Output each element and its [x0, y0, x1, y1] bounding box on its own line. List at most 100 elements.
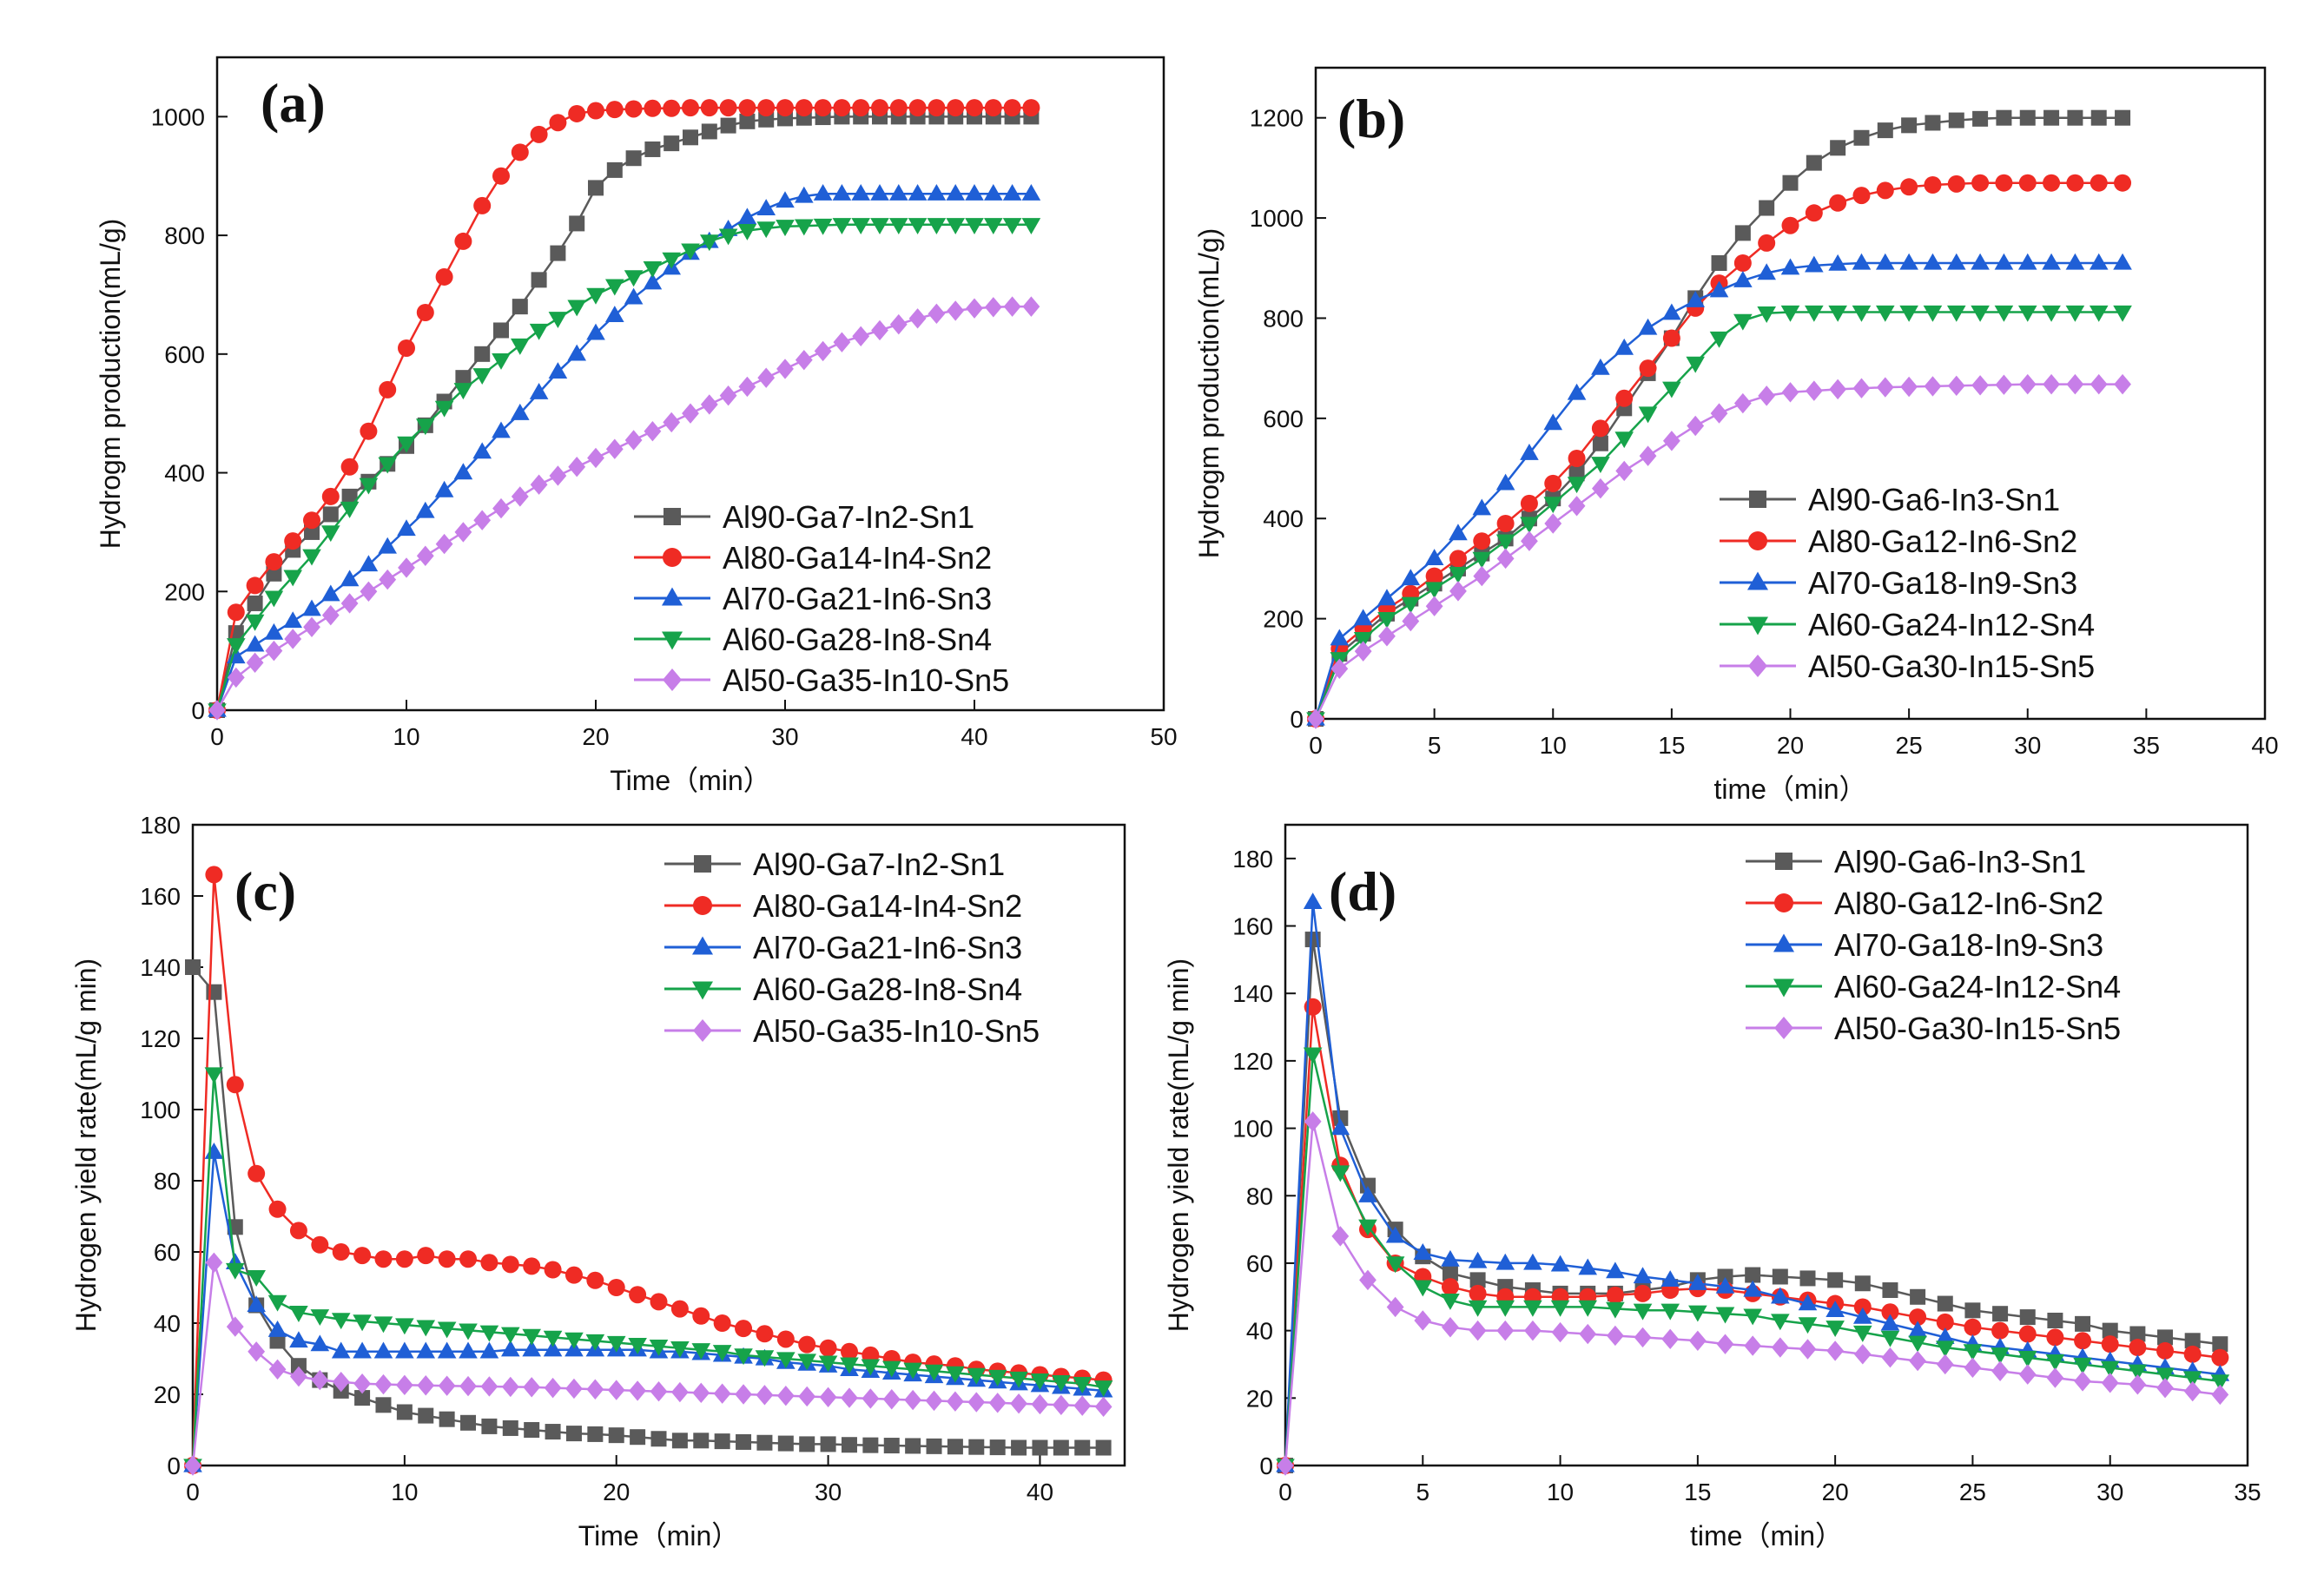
panel-b-data-point: [2115, 109, 2131, 126]
panel-b-data-point: [1449, 567, 1468, 583]
panel-d-data-point: [1468, 1251, 1488, 1268]
panel-b-data-point: [1994, 253, 2014, 270]
panel-a-data-point: [587, 102, 604, 120]
panel-c-series-5: [184, 1252, 1112, 1476]
panel-a-data-point: [302, 599, 321, 616]
panel-a-data-point: [851, 183, 870, 201]
panel-a-data-point: [833, 332, 851, 352]
panel-c-data-point: [416, 1320, 436, 1337]
panel-b-data-point: [1449, 581, 1467, 602]
panel-c-data-point: [185, 959, 201, 975]
panel-a-legend-label: Al50-Ga35-In10-Sn5: [723, 662, 1009, 698]
panel-b-data-point: [1971, 305, 1990, 322]
panel-b-data-point: [1852, 253, 1872, 270]
panel-a-data-point: [756, 199, 776, 215]
panel-c-data-point: [437, 1321, 457, 1339]
panel-c-data-point: [395, 1374, 413, 1396]
panel-c-data-point: [606, 1335, 626, 1353]
panel-b-y-tick-label: 200: [1263, 606, 1304, 633]
panel-a-data-point: [549, 465, 567, 486]
panel-d-series-2: [1277, 998, 2229, 1474]
panel-d-y-tick-label: 180: [1232, 846, 1273, 873]
panel-c-data-point: [987, 1369, 1007, 1387]
panel-d-data-point: [1771, 1337, 1789, 1358]
panel-d-x-tick-label: 35: [2234, 1479, 2261, 1505]
panel-c-data-point: [841, 1387, 858, 1408]
panel-c-data-point: [799, 1436, 815, 1452]
panel-d-x-tick-label: 15: [1684, 1479, 1711, 1505]
panel-d-y-tick-label: 120: [1232, 1048, 1273, 1075]
panel-b-data-point: [1709, 280, 1729, 298]
panel-c-data-point: [776, 1330, 795, 1348]
panel-c-data-point: [268, 1200, 287, 1218]
panel-b-y-tick-label: 600: [1263, 405, 1304, 432]
panel-a-data-point: [321, 604, 340, 626]
panel-a-legend-marker: [662, 631, 683, 650]
panel-b-data-point: [1829, 379, 1847, 400]
panel-a-data-point: [472, 368, 492, 385]
panel-d-data-point: [1744, 1335, 1762, 1356]
panel-a-data-point: [1003, 296, 1021, 317]
panel-c-data-point: [1053, 1439, 1069, 1456]
panel-a-data-point: [246, 652, 264, 674]
panel-b-data-point: [1520, 494, 1538, 512]
panel-b-x-tick-label: 0: [1309, 732, 1323, 759]
panel-d-data-point: [1991, 1360, 2009, 1381]
panel-a-data-point: [927, 183, 947, 201]
panel-b-data-point: [1425, 596, 1443, 616]
panel-a-data-point: [454, 522, 472, 543]
panel-c-data-point: [756, 1385, 774, 1406]
panel-c-y-axis-label: Hydrogen yield rate(mL/g min): [70, 958, 102, 1332]
panel-c-data-point: [524, 1422, 540, 1438]
panel-d-data-point: [1413, 1243, 1433, 1260]
panel-c-data-point: [692, 1382, 710, 1404]
panel-d-data-point: [1745, 1267, 1761, 1283]
panel-b-data-point: [2113, 253, 2132, 270]
panel-b-data-point: [1946, 305, 1966, 322]
panel-d-data-point: [1772, 1268, 1788, 1285]
panel-a-data-point: [758, 111, 775, 128]
panel-a-data-point: [548, 312, 568, 329]
panel-a-data-point: [663, 412, 681, 433]
panel-a-data-point: [321, 525, 340, 543]
panel-c-data-point: [881, 1360, 901, 1378]
panel-b-data-point: [1614, 431, 1634, 449]
panel-c-legend-label: Al50-Ga35-In10-Sn5: [753, 1013, 1040, 1049]
panel-c-x-tick-label: 0: [186, 1479, 200, 1505]
panel-a-data-point: [567, 344, 586, 361]
panel-a-data-point: [397, 519, 416, 537]
panel-a-data-point: [606, 161, 623, 178]
panel-b-data-point: [1733, 313, 1753, 331]
panel-c-data-point: [374, 1373, 393, 1395]
panel-d-data-point: [1386, 1296, 1404, 1318]
panel-c-data-point: [607, 1279, 625, 1296]
panel-d-data-point: [1606, 1261, 1625, 1279]
panel-b-data-point: [1449, 524, 1468, 541]
panel-d-y-tick-label: 160: [1232, 913, 1273, 940]
panel-d-legend-marker: [1773, 933, 1794, 952]
panel-d-y-tick-label: 60: [1246, 1250, 1273, 1277]
panel-c-data-point: [353, 1373, 371, 1394]
panel-a-data-point: [549, 114, 567, 132]
panel-a-data-point: [473, 510, 492, 530]
panel-c-data-point: [947, 1391, 964, 1412]
panel-b-data-point: [1876, 305, 1895, 322]
panel-b-data-point: [1924, 176, 1942, 194]
panel-b-data-point: [1591, 457, 1610, 474]
panel-b-data-point: [2089, 305, 2109, 322]
panel-c-legend-label: Al90-Ga7-In2-Sn1: [753, 846, 1005, 882]
panel-a-data-point: [435, 533, 453, 555]
panel-a-data-point: [360, 422, 378, 440]
panel-d-series-5: [1277, 1111, 2229, 1476]
panel-d-data-point: [1660, 1303, 1680, 1321]
panel-b-data-point: [1544, 474, 1562, 492]
panel-c-legend-marker: [693, 896, 712, 915]
panel-a-data-point: [283, 611, 302, 629]
panel-b-data-point: [1780, 258, 1800, 275]
panel-b-data-point: [1805, 204, 1823, 222]
panel-a-data-point: [434, 480, 454, 497]
panel-c-series-line: [191, 1151, 1104, 1466]
panel-c-data-point: [522, 1340, 541, 1357]
panel-c-data-point: [670, 1381, 689, 1403]
panel-c-data-point: [417, 1375, 435, 1396]
